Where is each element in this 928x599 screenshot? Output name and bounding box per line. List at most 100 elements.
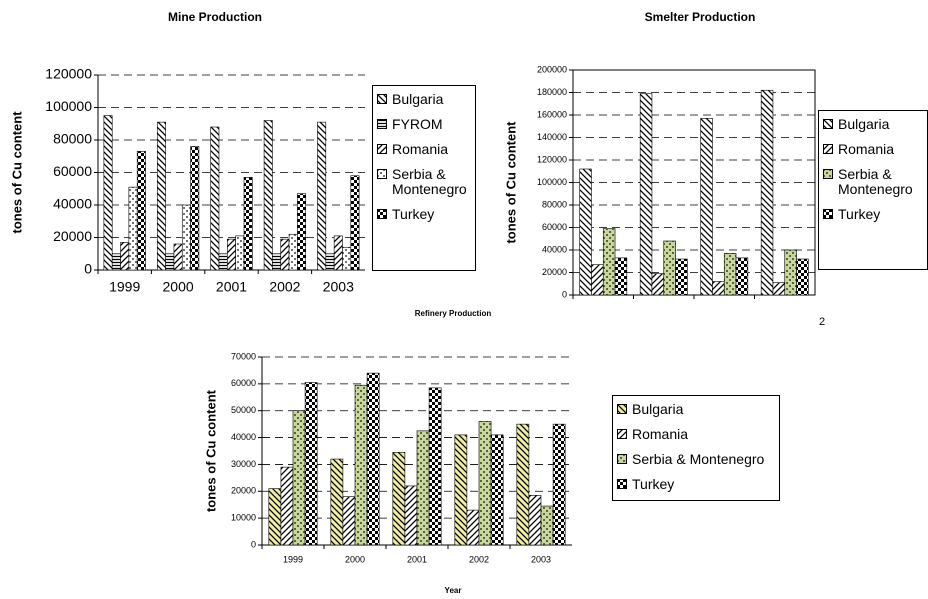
- legend-item: Turkey: [823, 207, 923, 222]
- legend-swatch: [823, 209, 833, 219]
- bar: [639, 93, 653, 296]
- y-tick-label: 0: [562, 289, 567, 299]
- legend-item: Bulgaria: [377, 92, 471, 107]
- legend-swatch: [377, 209, 387, 219]
- bar: [218, 253, 228, 271]
- bar: [516, 423, 530, 546]
- y-tick-label: 0: [251, 539, 256, 549]
- bar: [272, 253, 282, 271]
- x-tick-label: 2001: [407, 554, 427, 564]
- y-tick-label: 40000: [53, 196, 92, 212]
- y-tick-label: 40000: [542, 244, 567, 254]
- bar: [735, 257, 749, 296]
- y-tick-label: 60000: [53, 163, 92, 179]
- y-tick-label: 50000: [231, 405, 256, 415]
- chart-title: Smelter Production: [645, 10, 756, 24]
- legend-label: Romania: [632, 426, 689, 442]
- legend: Bulgaria Romania Serbia & Montenegro Turkey: [612, 395, 780, 501]
- y-tick-label: 120000: [45, 66, 92, 82]
- y-tick-label: 140000: [537, 132, 567, 142]
- legend-item: Serbia & Montenegro: [377, 167, 471, 197]
- x-tick-label: 2003: [323, 279, 354, 295]
- y-tick-label: 160000: [537, 109, 567, 119]
- legend-swatch: [377, 94, 387, 104]
- y-tick-label: 40000: [231, 432, 256, 442]
- legend-label: Serbia & Montenegro: [632, 451, 765, 467]
- legend-item: Romania: [823, 142, 923, 157]
- bar: [579, 168, 592, 296]
- legend-swatch: [823, 144, 833, 154]
- legend-label: Serbia & Montenegro: [392, 166, 467, 197]
- chart-title: Mine Production: [168, 10, 262, 24]
- legend-swatch: [823, 169, 833, 179]
- y-tick-label: 60000: [231, 378, 256, 388]
- bar: [712, 281, 725, 296]
- y-tick-label: 100000: [537, 177, 567, 187]
- legend-item: Bulgaria: [823, 117, 923, 132]
- bar: [478, 421, 492, 546]
- legend-swatch: [617, 404, 627, 414]
- bar: [280, 238, 290, 271]
- legend-item: Turkey: [377, 207, 471, 222]
- bar: [663, 240, 676, 296]
- legend-label: Bulgaria: [838, 116, 890, 132]
- bar: [540, 505, 554, 546]
- y-tick-label: 60000: [542, 222, 567, 232]
- bar: [602, 228, 616, 296]
- x-tick-label: 1999: [283, 554, 303, 564]
- legend-label: Turkey: [838, 206, 881, 222]
- y-tick-label: 0: [84, 261, 92, 277]
- legend-item: FYROM: [377, 117, 471, 132]
- bar: [552, 423, 566, 546]
- bar: [772, 282, 786, 296]
- x-tick-label: 2002: [269, 279, 300, 295]
- bar: [111, 253, 121, 271]
- bar: [354, 384, 368, 546]
- x-tick-label: 2002: [469, 554, 489, 564]
- bar: [454, 434, 468, 546]
- y-tick-label: 20000: [542, 267, 567, 277]
- legend-item: Turkey: [617, 477, 775, 492]
- bar: [227, 238, 236, 271]
- annotation: 2: [819, 316, 825, 328]
- legend-label: Bulgaria: [632, 401, 684, 417]
- legend-item: Bulgaria: [617, 402, 775, 417]
- bar: [317, 121, 327, 271]
- bar: [350, 175, 360, 271]
- bar: [675, 258, 688, 296]
- bar: [243, 177, 253, 271]
- legend-label: Turkey: [392, 206, 435, 222]
- y-axis-label: tones of Cu content: [203, 389, 218, 512]
- legend-swatch: [377, 119, 387, 129]
- legend-swatch: [617, 429, 627, 439]
- y-tick-label: 200000: [537, 64, 567, 74]
- y-tick-label: 70000: [231, 351, 256, 361]
- x-tick-label: 2000: [345, 554, 365, 564]
- legend-label: FYROM: [392, 116, 443, 132]
- bar: [333, 235, 343, 271]
- y-tick-label: 80000: [53, 131, 92, 147]
- x-tick-label: 2003: [531, 554, 551, 564]
- bar: [796, 258, 809, 296]
- bar: [416, 430, 430, 546]
- bar: [181, 204, 191, 271]
- bar: [760, 89, 774, 296]
- legend-swatch: [377, 144, 387, 154]
- bar: [528, 495, 542, 546]
- y-tick-label: 10000: [231, 513, 256, 523]
- y-tick-label: 180000: [537, 87, 567, 97]
- bar: [297, 193, 307, 271]
- bar: [700, 118, 713, 296]
- bar: [288, 233, 298, 271]
- legend-swatch: [617, 454, 627, 464]
- legend-item: Romania: [617, 427, 775, 442]
- bar: [210, 126, 220, 271]
- legend-item: Romania: [377, 142, 471, 157]
- y-axis-label: tones of Cu content: [9, 111, 24, 234]
- bar: [165, 253, 175, 271]
- bar: [651, 273, 665, 296]
- x-tick-label: 2001: [216, 279, 247, 295]
- bar: [128, 186, 138, 271]
- legend-label: Romania: [392, 141, 449, 157]
